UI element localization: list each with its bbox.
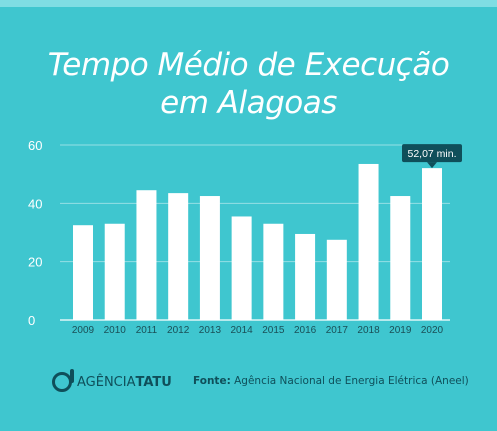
- annotation-box: [402, 144, 462, 163]
- y-tick-label-40: 40: [28, 196, 42, 211]
- x-tick-label-2020: 2020: [421, 325, 444, 336]
- x-tick-label-2013: 2013: [199, 325, 222, 336]
- x-tick-label-2014: 2014: [231, 325, 254, 336]
- bar-2019: [390, 196, 411, 320]
- logo-text-part2: TATU: [135, 374, 172, 390]
- annotation-pointer: [427, 162, 437, 169]
- source-note: Fonte: Agência Nacional de Energia Elétr…: [193, 375, 469, 387]
- x-tick-label-2011: 2011: [136, 325, 158, 336]
- x-tick-label-2018: 2018: [357, 325, 380, 336]
- bar-2015: [263, 223, 284, 320]
- bar-2017: [326, 239, 347, 320]
- bar-2016: [295, 233, 316, 320]
- bar-2010: [104, 223, 125, 320]
- x-tick-label-2017: 2017: [326, 325, 349, 336]
- chart-title-line2: em Alagoas: [160, 85, 337, 121]
- bar-2020: [422, 168, 442, 320]
- agencia-tatu-logo: AGÊNCIATATU: [52, 369, 172, 392]
- x-tick-label-2009: 2009: [72, 325, 95, 336]
- annotation-callout: 52,07 min.: [402, 144, 462, 169]
- bar-2009: [73, 225, 93, 320]
- x-tick-label-2016: 2016: [294, 325, 317, 336]
- annotation-label: 52,07 min.: [407, 148, 456, 160]
- x-tick-label-2019: 2019: [389, 325, 412, 336]
- bar-2013: [199, 196, 220, 320]
- y-tick-label-60: 60: [28, 138, 42, 153]
- source-label: Fonte:: [193, 375, 231, 387]
- y-tick-label-0: 0: [28, 313, 35, 328]
- logo-text: AGÊNCIATATU: [77, 375, 172, 390]
- x-tick-label-2015: 2015: [262, 325, 285, 336]
- x-tick-label-2010: 2010: [104, 325, 127, 336]
- bar-2012: [168, 193, 189, 320]
- chart-title: Tempo Médio de Execução em Alagoas: [0, 46, 497, 122]
- x-tick-label-2012: 2012: [167, 325, 190, 336]
- logo-icon: [52, 369, 74, 392]
- bar-2018: [358, 163, 379, 320]
- logo-text-part1: AGÊNCIA: [77, 374, 136, 390]
- bar-2011: [136, 190, 157, 320]
- bar-2014: [231, 216, 252, 320]
- chart-title-line1: Tempo Médio de Execução: [47, 47, 450, 83]
- source-text: Agência Nacional de Energia Elétrica (An…: [234, 375, 469, 387]
- y-tick-label-20: 20: [28, 255, 42, 270]
- top-stripe: [0, 0, 497, 7]
